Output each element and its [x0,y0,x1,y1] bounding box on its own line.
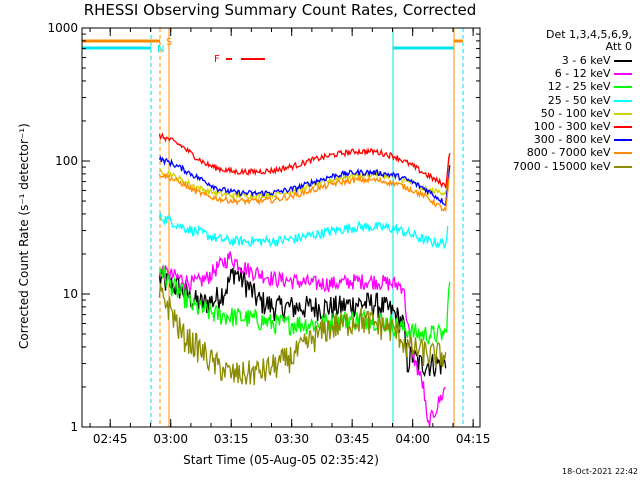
legend-swatch [614,165,632,168]
legend-entry: 25 - 50 keV [548,94,632,107]
y-axis-label: Corrected Count Rate (s⁻¹ detector⁻¹) [17,123,31,349]
y-tick-label: 1000 [47,21,78,35]
x-tick-label: 02:45 [93,432,128,446]
plot-frame [81,27,481,428]
legend-label: 800 - 7000 keV [526,146,614,160]
legend-entry: 12 - 25 keV [548,80,632,93]
x-tick-label: 04:15 [456,432,491,446]
legend-label: 6 - 12 keV [554,67,614,81]
series-line [158,264,451,345]
legend-swatch [614,86,632,89]
x-tick-label: 03:30 [274,432,309,446]
legend-label: 50 - 100 keV [540,106,614,120]
legend-entry: 800 - 7000 keV [527,146,632,159]
generation-timestamp: 18-Oct-2021 22:42 [562,467,638,476]
x-tick-label: 03:45 [335,432,370,446]
observing-intervals-layer: SN F [82,28,464,427]
series-line [158,132,451,189]
legend-entry: 6 - 12 keV [555,67,632,80]
series-line [158,283,447,386]
legend-entry: 100 - 300 keV [534,120,632,133]
series-line [158,212,449,249]
saa-marker-label: S [166,37,172,48]
y-tick-label: 1 [70,420,78,434]
legend-label: 100 - 300 keV [533,120,614,133]
legend-swatch [614,99,632,102]
axis-layer: 02:45 03:00 03:15 03:30 03:45 04:00 04:15 1 10 10… [47,21,490,446]
legend-entry: 50 - 100 keV [541,107,632,120]
chart-title: RHESSI Observing Summary Count Rates, Co… [83,1,477,19]
y-tick-label: 100 [55,154,78,168]
series-layer [158,132,451,427]
night-marker-label: N [157,44,164,55]
legend-swatch [614,73,632,76]
legend-swatch [614,152,632,155]
x-tick-label: 03:15 [214,432,249,446]
legend-header-detectors: Det 1,3,4,5,6,9, [545,28,632,41]
x-tick-label: 03:00 [153,432,188,446]
legend-header-attenuator: Att 0 [605,40,632,53]
legend-swatch [614,126,632,128]
series-line [158,251,447,427]
legend-label: 25 - 50 keV [547,93,614,107]
legend-label: 300 - 800 keV [533,133,614,147]
legend-label: 7000 - 15000 keV [512,159,614,173]
legend-entry: 7000 - 15000 keV [513,160,632,173]
flare-marker-label: F [214,54,220,65]
series-line [158,172,451,213]
y-tick-label: 10 [63,287,78,301]
legend-label: 12 - 25 keV [547,80,614,94]
legend-entry: 300 - 800 keV [534,133,632,146]
legend-label: 3 - 6 keV [561,54,614,67]
x-tick-label: 04:00 [395,432,430,446]
legend-swatch [614,112,632,115]
legend-swatch [614,139,632,142]
legend-entry: 3 - 6 keV [562,54,632,67]
series-line [158,155,451,206]
x-axis-label: Start Time (05-Aug-05 02:35:42) [183,453,379,467]
legend-swatch [614,60,632,62]
